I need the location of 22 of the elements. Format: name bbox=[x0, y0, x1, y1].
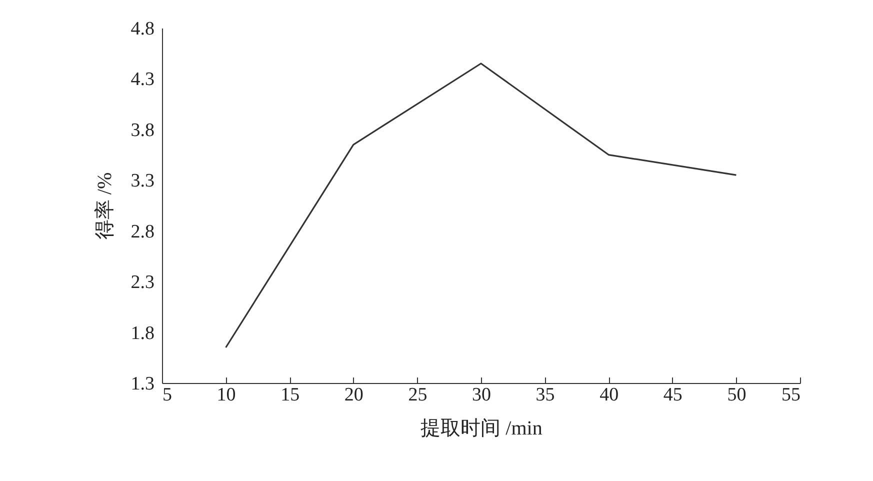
x-tick-label: 15 bbox=[280, 384, 300, 406]
x-tick-label: 5 bbox=[162, 384, 172, 406]
x-tick-label: 45 bbox=[663, 384, 682, 406]
line-series bbox=[225, 62, 737, 348]
y-tick-label: 1.8 bbox=[130, 322, 154, 344]
y-tick-label: 3.8 bbox=[130, 120, 154, 141]
x-tick-label: 55 bbox=[782, 384, 800, 406]
x-tick-label: 20 bbox=[344, 384, 364, 406]
x-axis-title: 提取时间 /min bbox=[420, 418, 542, 440]
y-tick-label: 2.8 bbox=[130, 221, 154, 242]
y-tick-label: 4.3 bbox=[130, 69, 154, 90]
y-tick-label: 4.8 bbox=[130, 18, 154, 40]
y-tick-label: 1.3 bbox=[130, 374, 154, 394]
x-tick-label: 50 bbox=[727, 384, 746, 406]
y-tick-label: 2.3 bbox=[130, 272, 154, 294]
x-tick-label: 10 bbox=[216, 384, 236, 406]
x-tick-label: 35 bbox=[536, 384, 555, 406]
x-tick-label: 25 bbox=[408, 384, 428, 406]
y-tick-label: 3.3 bbox=[130, 170, 154, 192]
x-tick-label: 30 bbox=[472, 384, 491, 406]
y-axis-title: 得率 /% bbox=[94, 172, 116, 240]
x-tick-label: 40 bbox=[600, 384, 619, 406]
